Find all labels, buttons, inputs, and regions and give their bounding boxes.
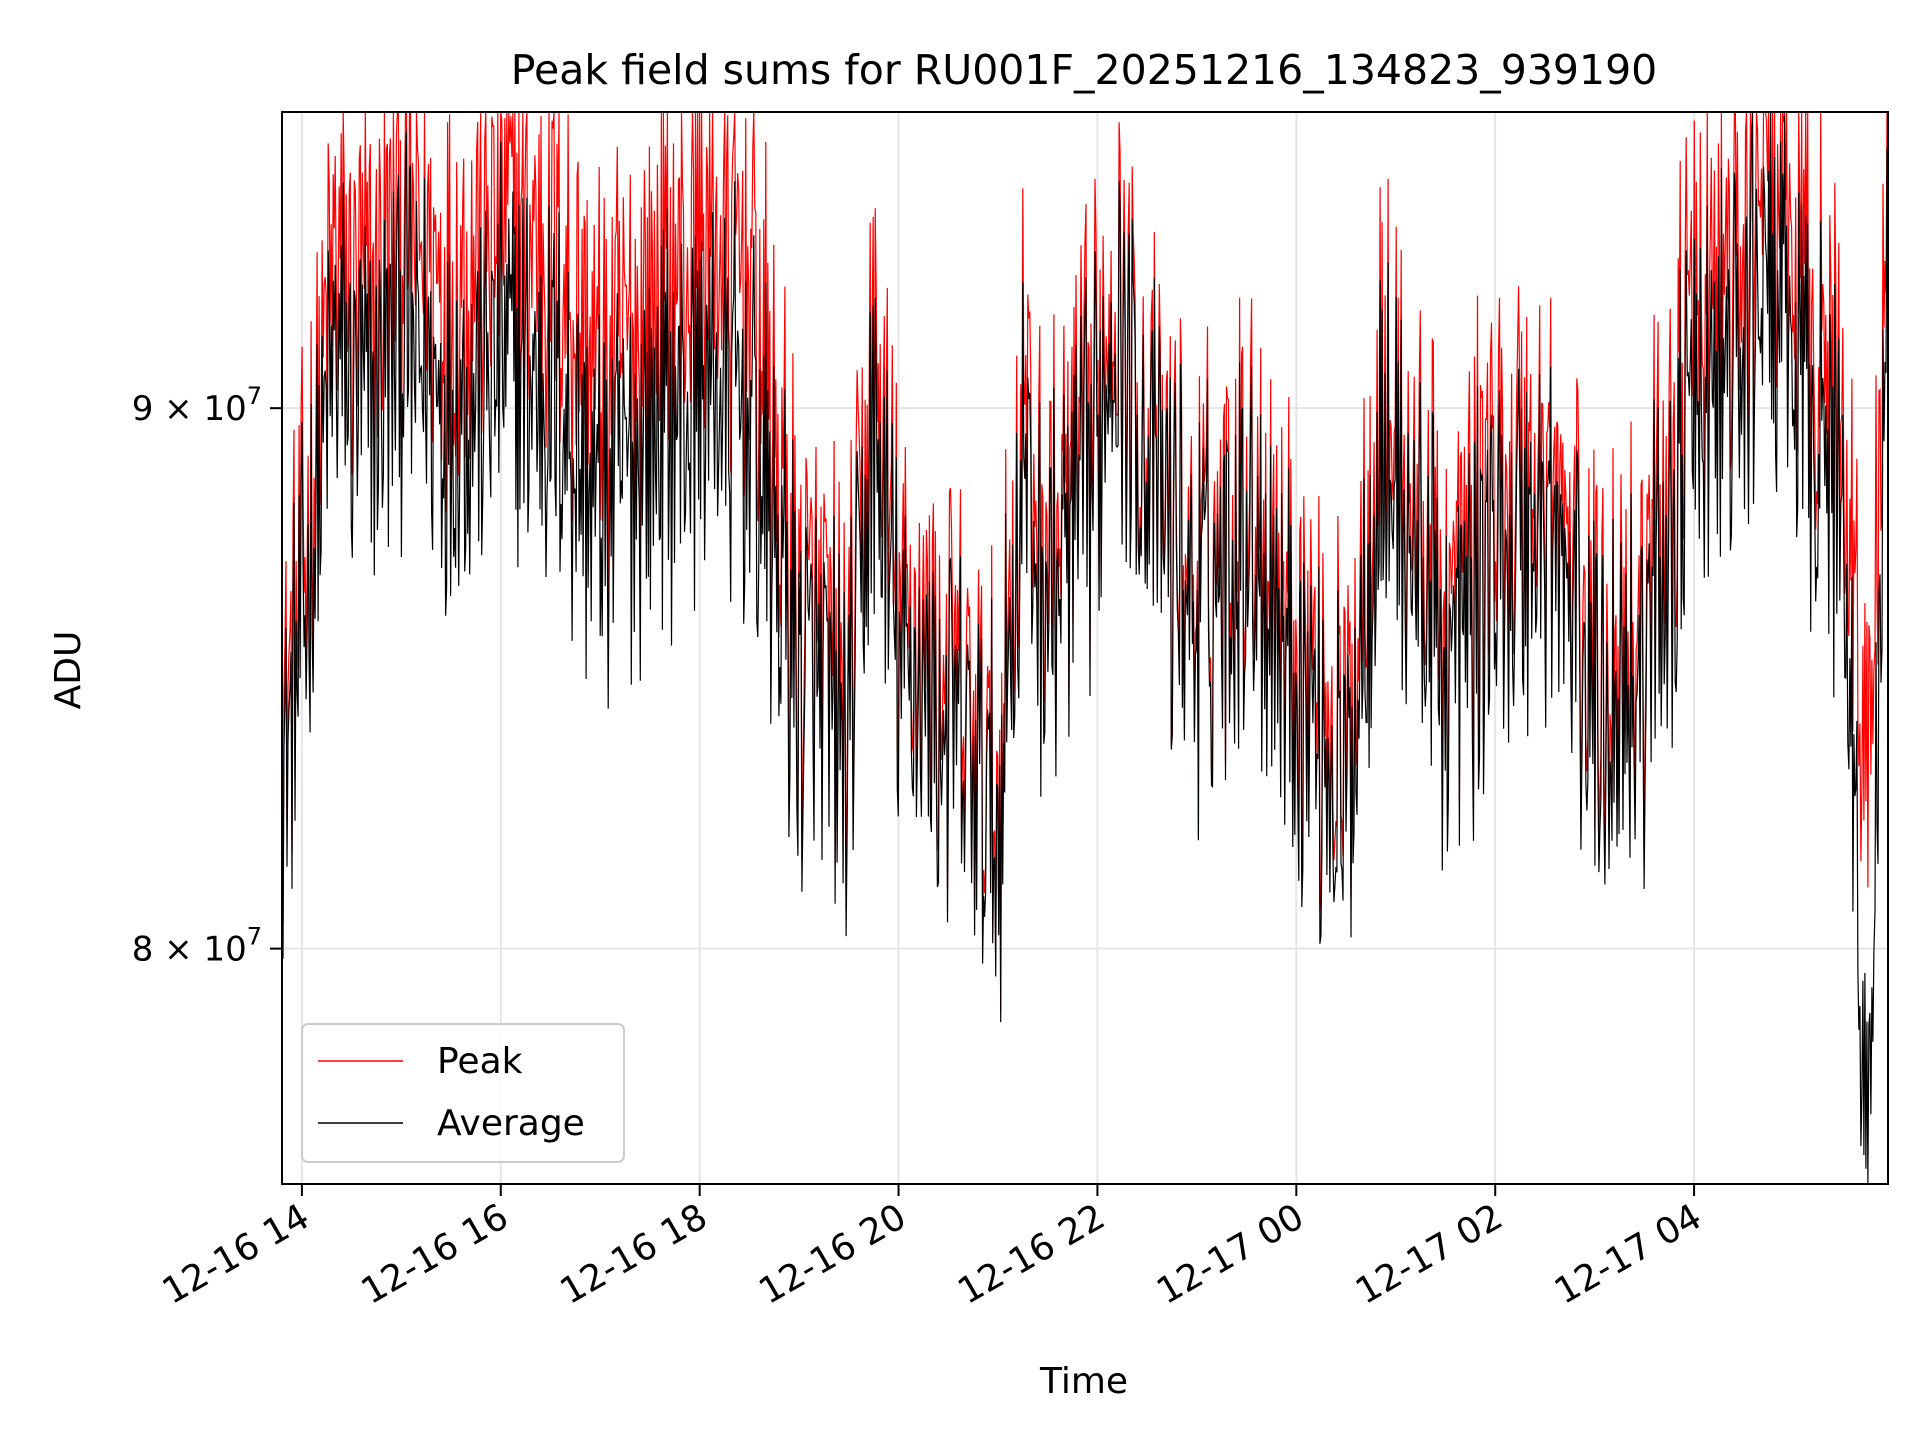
y-tick-label: 8 × 107 (132, 923, 262, 970)
y-tick-label: 9 × 107 (132, 382, 262, 429)
legend: Peak Average (301, 1023, 625, 1163)
chart-title: Peak field sums for RU001F_20251216_1348… (511, 46, 1658, 94)
legend-box (301, 1023, 625, 1163)
legend-average-label: Average (437, 1103, 585, 1144)
y-axis-label: ADU (48, 631, 89, 710)
series-layer (282, 112, 1888, 1184)
legend-peak-label: Peak (437, 1041, 523, 1082)
y-axis-ticks: 8 × 107 9 × 107 (132, 382, 282, 970)
series-average-line (282, 112, 1888, 1184)
x-axis-label: Time (1039, 1361, 1128, 1402)
plot-frame (281, 111, 1889, 1185)
